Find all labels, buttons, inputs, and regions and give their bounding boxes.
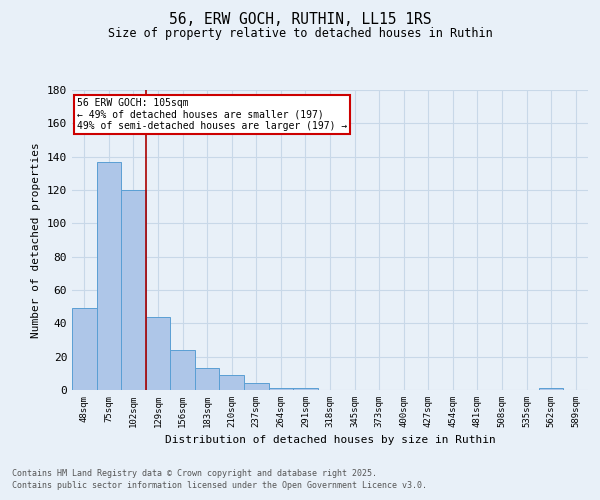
Bar [97, 162, 121, 390]
Bar [146, 316, 170, 390]
Bar [539, 388, 563, 390]
Y-axis label: Number of detached properties: Number of detached properties [31, 142, 41, 338]
Text: Size of property relative to detached houses in Ruthin: Size of property relative to detached ho… [107, 28, 493, 40]
X-axis label: Distribution of detached houses by size in Ruthin: Distribution of detached houses by size … [164, 436, 496, 446]
Bar [72, 308, 97, 390]
Bar [293, 388, 318, 390]
Text: 56 ERW GOCH: 105sqm
← 49% of detached houses are smaller (197)
49% of semi-detac: 56 ERW GOCH: 105sqm ← 49% of detached ho… [77, 98, 347, 130]
Bar [170, 350, 195, 390]
Bar [121, 190, 146, 390]
Bar [195, 368, 220, 390]
Text: Contains HM Land Registry data © Crown copyright and database right 2025.: Contains HM Land Registry data © Crown c… [12, 468, 377, 477]
Text: 56, ERW GOCH, RUTHIN, LL15 1RS: 56, ERW GOCH, RUTHIN, LL15 1RS [169, 12, 431, 28]
Bar [269, 388, 293, 390]
Bar [244, 384, 269, 390]
Text: Contains public sector information licensed under the Open Government Licence v3: Contains public sector information licen… [12, 481, 427, 490]
Bar [220, 375, 244, 390]
